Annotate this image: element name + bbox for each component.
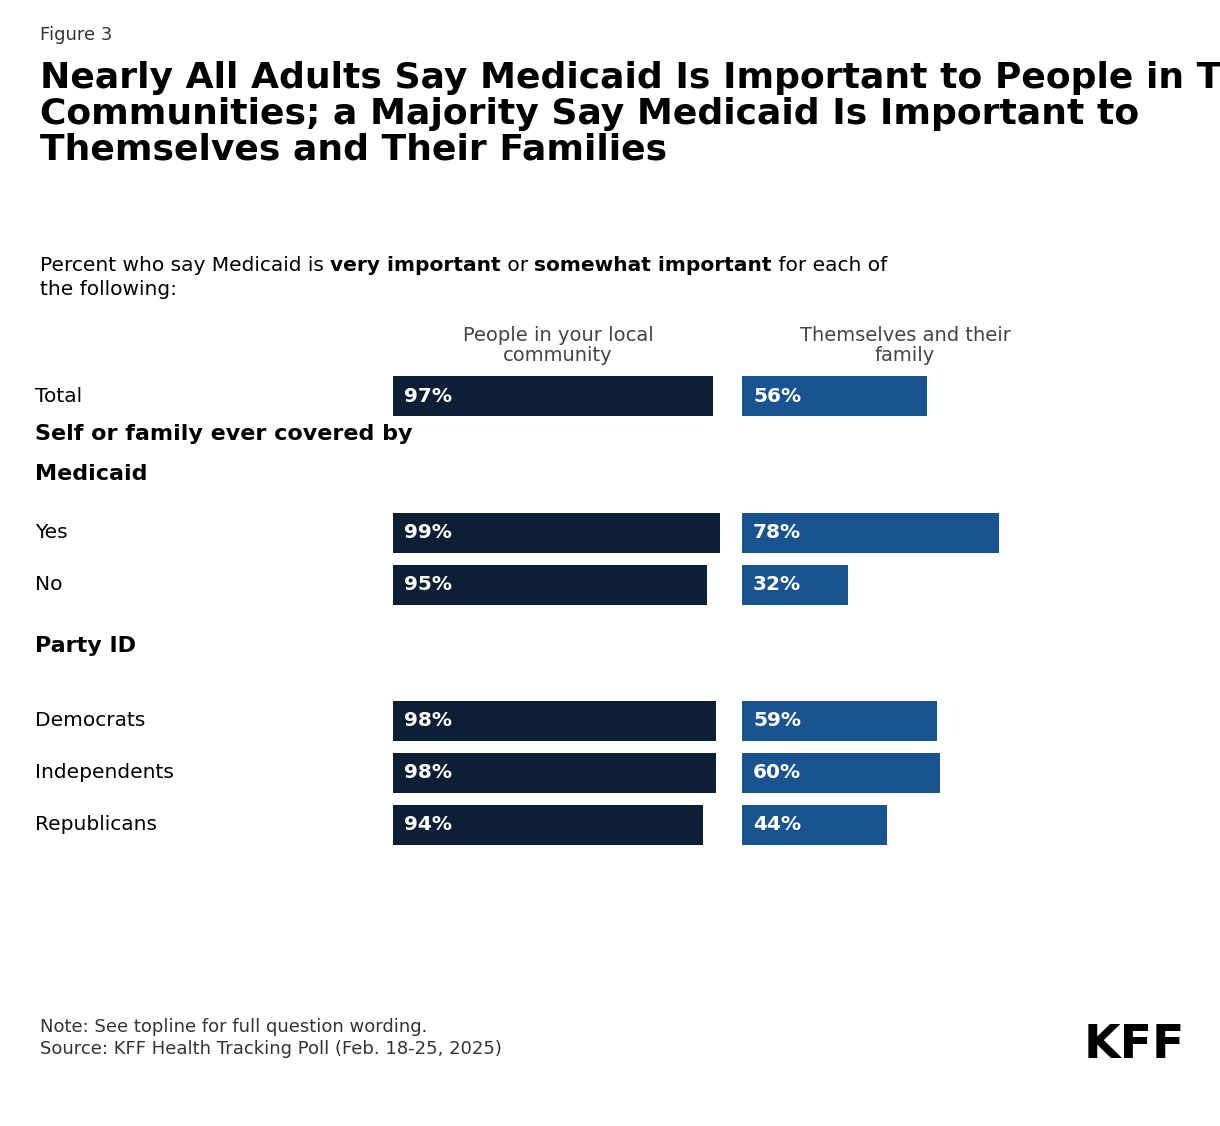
Text: 94%: 94%: [404, 815, 451, 834]
Text: 98%: 98%: [404, 763, 451, 783]
Text: Republicans: Republicans: [35, 815, 157, 834]
Bar: [393, 805, 703, 844]
Text: No: No: [35, 575, 62, 595]
Text: Themselves and their: Themselves and their: [799, 327, 1010, 345]
Bar: [742, 513, 999, 553]
Text: 59%: 59%: [753, 712, 802, 731]
Text: 95%: 95%: [404, 575, 451, 595]
Text: KFF: KFF: [1083, 1024, 1185, 1067]
Text: Communities; a Majority Say Medicaid Is Important to: Communities; a Majority Say Medicaid Is …: [40, 97, 1139, 131]
Text: Yes: Yes: [35, 524, 67, 543]
Text: Figure 3: Figure 3: [40, 26, 112, 44]
Text: 60%: 60%: [753, 763, 802, 783]
Bar: [742, 753, 939, 793]
Bar: [393, 513, 720, 553]
Bar: [393, 701, 716, 741]
Text: Nearly All Adults Say Medicaid Is Important to People in Their: Nearly All Adults Say Medicaid Is Import…: [40, 61, 1220, 95]
Text: the following:: the following:: [40, 280, 177, 300]
Text: 97%: 97%: [404, 386, 451, 405]
Text: 44%: 44%: [753, 815, 802, 834]
Text: Party ID: Party ID: [35, 636, 135, 656]
Text: Self or family ever covered by: Self or family ever covered by: [35, 425, 412, 444]
Text: People in your local: People in your local: [462, 327, 654, 345]
Text: Themselves and Their Families: Themselves and Their Families: [40, 133, 667, 167]
Text: 32%: 32%: [753, 575, 802, 595]
Bar: [393, 565, 706, 605]
Bar: [742, 376, 927, 415]
Text: Total: Total: [35, 386, 82, 405]
Bar: [742, 565, 848, 605]
Text: somewhat important: somewhat important: [534, 256, 772, 275]
Text: family: family: [875, 346, 935, 365]
Bar: [742, 805, 887, 844]
Text: Independents: Independents: [35, 763, 174, 783]
Bar: [393, 376, 714, 415]
Text: Medicaid: Medicaid: [35, 464, 148, 484]
Text: 98%: 98%: [404, 712, 451, 731]
Text: 56%: 56%: [753, 386, 802, 405]
Text: for each of: for each of: [772, 256, 887, 275]
Text: Note: See topline for full question wording.: Note: See topline for full question word…: [40, 1018, 427, 1036]
Text: 99%: 99%: [404, 524, 451, 543]
Text: or: or: [501, 256, 534, 275]
Text: Democrats: Democrats: [35, 712, 145, 731]
Text: Percent who say Medicaid is: Percent who say Medicaid is: [40, 256, 331, 275]
Text: Source: KFF Health Tracking Poll (Feb. 18-25, 2025): Source: KFF Health Tracking Poll (Feb. 1…: [40, 1040, 501, 1058]
Bar: [742, 701, 937, 741]
Text: very important: very important: [331, 256, 501, 275]
Bar: [393, 753, 716, 793]
Text: community: community: [503, 346, 612, 365]
Text: 78%: 78%: [753, 524, 802, 543]
